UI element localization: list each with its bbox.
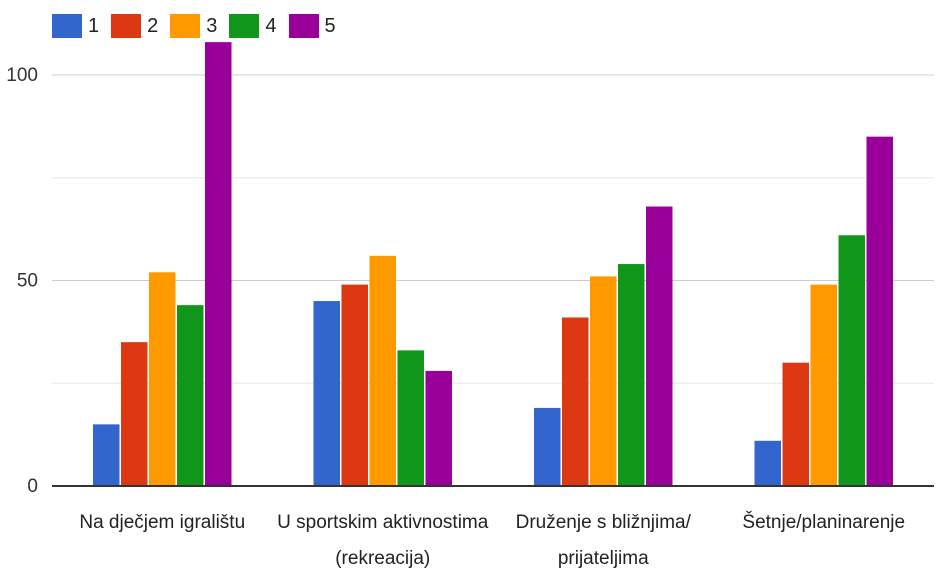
legend-swatch [288, 14, 319, 38]
bar-series-5 [866, 136, 893, 486]
y-tick-label: 0 [27, 476, 38, 497]
legend-item-1: 1 [52, 14, 99, 38]
x-category-label: Šetnje/planinarenje [742, 511, 905, 533]
y-tick-label: 50 [17, 271, 38, 292]
bar-series-4 [177, 305, 204, 486]
bar-series-2 [121, 342, 148, 486]
y-axis-ticks: 0 50 100 [6, 65, 38, 497]
bar-series-2 [341, 284, 368, 486]
legend-swatch [229, 14, 260, 38]
legend-label: 2 [147, 14, 159, 37]
legend-swatch [170, 14, 201, 38]
bar-series-5 [425, 370, 452, 486]
bar-series-4 [838, 235, 865, 486]
y-tick-label: 100 [6, 65, 38, 86]
bar-series-5 [205, 42, 232, 487]
bar-series-1 [754, 440, 781, 486]
bar-series-2 [562, 317, 589, 486]
bar-series-3 [810, 284, 837, 486]
legend-label: 3 [206, 14, 218, 37]
bar-series-4 [397, 350, 424, 486]
x-category-label: Druženje s bližnjima/prijateljima [516, 512, 692, 569]
legend-swatch [111, 14, 142, 38]
legend-label: 4 [265, 14, 277, 37]
bar-series-3 [369, 255, 396, 486]
legend-swatch [52, 14, 82, 38]
bars [93, 42, 893, 487]
legend-label: 1 [88, 14, 100, 37]
x-category-label: Na dječjem igralištu [79, 512, 245, 533]
legend-item-2: 2 [111, 14, 158, 38]
legend-item-4: 4 [229, 14, 277, 38]
x-axis-labels: Na dječjem igralištu U sportskim aktivnos… [79, 511, 905, 569]
legend-label: 5 [324, 14, 336, 37]
bar-series-3 [149, 272, 176, 486]
bar-series-1 [313, 301, 340, 486]
bar-series-1 [93, 424, 120, 486]
bar-series-5 [646, 206, 673, 486]
legend-item-3: 3 [170, 14, 217, 38]
legend: 1 2 3 4 5 [52, 14, 338, 38]
legend-item-5: 5 [288, 14, 336, 38]
bar-series-3 [590, 276, 617, 486]
bar-series-1 [534, 407, 561, 486]
bar-series-2 [782, 362, 809, 486]
bar-series-4 [618, 264, 645, 486]
x-category-label: U sportskim aktivnostima (rekreacija) [277, 512, 489, 569]
